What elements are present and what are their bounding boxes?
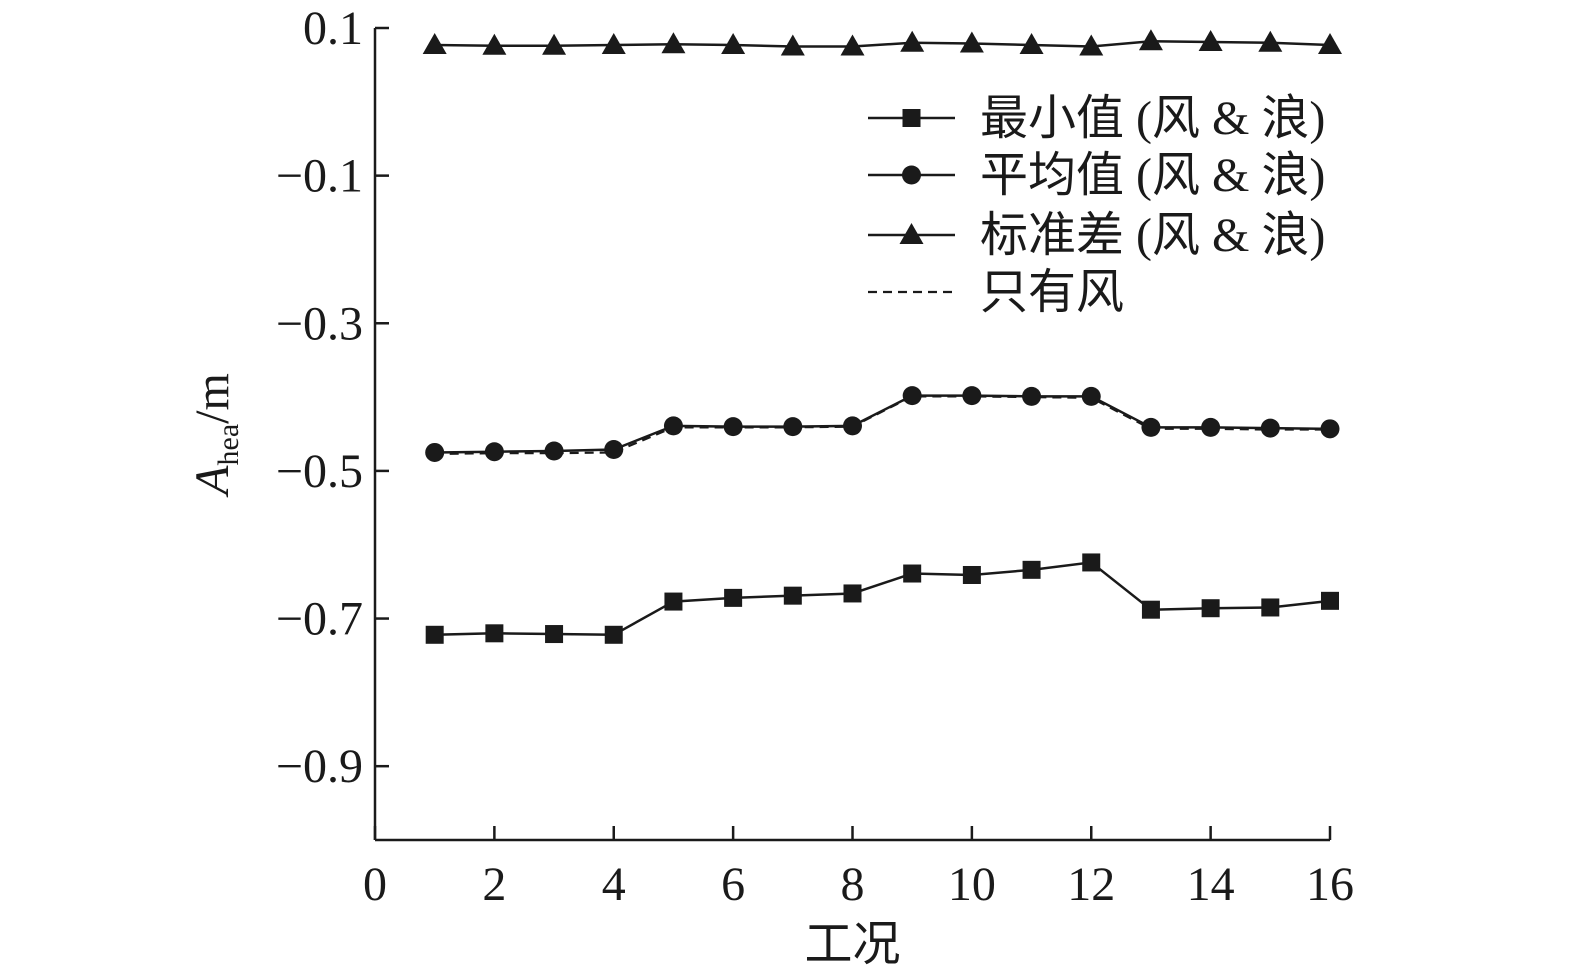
series-line bbox=[434, 394, 1331, 454]
series-2 bbox=[422, 29, 1342, 56]
x-tick-label: 14 bbox=[1187, 858, 1235, 911]
circle-marker bbox=[962, 386, 982, 406]
triangle-marker bbox=[422, 32, 447, 54]
series-line-dashed bbox=[434, 395, 1330, 456]
square-marker bbox=[485, 624, 504, 643]
circle-marker bbox=[663, 416, 683, 436]
legend-item: 只有风 bbox=[868, 266, 1124, 319]
triangle-marker bbox=[1258, 30, 1283, 52]
series-line bbox=[434, 40, 1331, 48]
triangle-marker bbox=[601, 32, 626, 54]
square-marker bbox=[843, 584, 862, 603]
x-tick-label: 6 bbox=[721, 858, 745, 911]
square-marker bbox=[1022, 560, 1041, 579]
axes: 0 2 4 6 8 10 12 14 16 0.1 −0.1 −0.3 −0.5 −0.7 −0.9 bbox=[276, 2, 1354, 911]
x-tick-label: 2 bbox=[482, 858, 506, 911]
circle-marker bbox=[723, 417, 743, 437]
circle-marker bbox=[902, 386, 922, 406]
legend-item: 最小值 (风 & 浪) bbox=[868, 92, 1325, 145]
square-marker bbox=[1082, 553, 1101, 572]
circle-marker bbox=[1320, 419, 1340, 439]
triangle-marker bbox=[959, 31, 984, 53]
x-tick-label: 4 bbox=[602, 858, 626, 911]
triangle-marker bbox=[1318, 32, 1342, 54]
x-tick-label: 12 bbox=[1067, 858, 1115, 911]
square-marker bbox=[1141, 600, 1160, 619]
triangle-marker bbox=[542, 33, 567, 55]
triangle-marker bbox=[840, 34, 865, 56]
triangle-marker bbox=[661, 32, 686, 54]
square-marker bbox=[783, 586, 802, 605]
triangle-marker bbox=[1198, 30, 1223, 52]
circle-marker bbox=[425, 442, 445, 462]
y-axis-title-subscript: hea bbox=[212, 424, 245, 466]
triangle-marker bbox=[900, 30, 925, 52]
series-0 bbox=[425, 553, 1339, 644]
circle-marker bbox=[604, 440, 624, 460]
x-tick-label: 10 bbox=[948, 858, 996, 911]
y-tick-label: −0.7 bbox=[276, 593, 363, 646]
circle-marker bbox=[484, 442, 504, 462]
square-marker bbox=[724, 588, 743, 607]
legend-label: 只有风 bbox=[980, 266, 1124, 319]
circle-marker bbox=[1260, 418, 1280, 438]
legend: 最小值 (风 & 浪)平均值 (风 & 浪) 标准差 (风 & 浪)只有风 bbox=[868, 92, 1325, 319]
legend-item: 平均值 (风 & 浪) bbox=[868, 149, 1325, 202]
plot-area bbox=[422, 29, 1342, 644]
circle-marker bbox=[544, 441, 564, 461]
triangle-marker bbox=[899, 223, 924, 244]
square-marker bbox=[903, 564, 922, 583]
triangle-marker bbox=[780, 34, 805, 56]
square-marker bbox=[1261, 598, 1280, 617]
legend-item: 标准差 (风 & 浪) bbox=[868, 209, 1325, 262]
square-marker bbox=[962, 565, 981, 584]
square-marker bbox=[1321, 591, 1339, 610]
square-marker bbox=[425, 625, 444, 644]
y-tick-label: 0.1 bbox=[303, 2, 363, 55]
square-marker bbox=[902, 109, 921, 127]
legend-label: 平均值 (风 & 浪) bbox=[980, 149, 1325, 202]
triangle-marker bbox=[721, 32, 746, 54]
circle-marker bbox=[902, 165, 921, 185]
y-axis-title: Ahea/m bbox=[186, 373, 245, 498]
y-tick-label: −0.3 bbox=[276, 297, 363, 350]
square-marker bbox=[1201, 599, 1220, 618]
x-tick-label: 16 bbox=[1306, 858, 1354, 911]
square-marker bbox=[604, 625, 623, 644]
series-line bbox=[434, 561, 1331, 637]
circle-marker bbox=[843, 416, 862, 436]
triangle-marker bbox=[482, 33, 507, 55]
series-1 bbox=[425, 386, 1340, 462]
circle-marker bbox=[1081, 386, 1101, 406]
x-axis-title: 工况 bbox=[804, 918, 900, 971]
circle-marker bbox=[1022, 386, 1042, 406]
y-tick-label: −0.9 bbox=[276, 740, 363, 793]
triangle-marker bbox=[1079, 34, 1104, 56]
circle-marker bbox=[1141, 417, 1161, 437]
x-tick-label: 0 bbox=[363, 858, 387, 911]
x-tick-label: 8 bbox=[841, 858, 865, 911]
legend-label: 标准差 (风 & 浪) bbox=[980, 209, 1325, 262]
y-axis-title-unit: /m bbox=[186, 373, 239, 424]
triangle-marker bbox=[1019, 32, 1044, 54]
circle-marker bbox=[783, 417, 803, 437]
legend-label: 最小值 (风 & 浪) bbox=[980, 92, 1325, 145]
y-axis-title-main: A bbox=[186, 465, 239, 498]
square-marker bbox=[545, 625, 564, 644]
square-marker bbox=[664, 592, 683, 611]
circle-marker bbox=[1201, 417, 1221, 437]
series-3 bbox=[434, 395, 1330, 456]
triangle-marker bbox=[1138, 29, 1163, 51]
y-tick-label: −0.5 bbox=[276, 445, 363, 498]
y-tick-label: −0.1 bbox=[276, 150, 363, 203]
